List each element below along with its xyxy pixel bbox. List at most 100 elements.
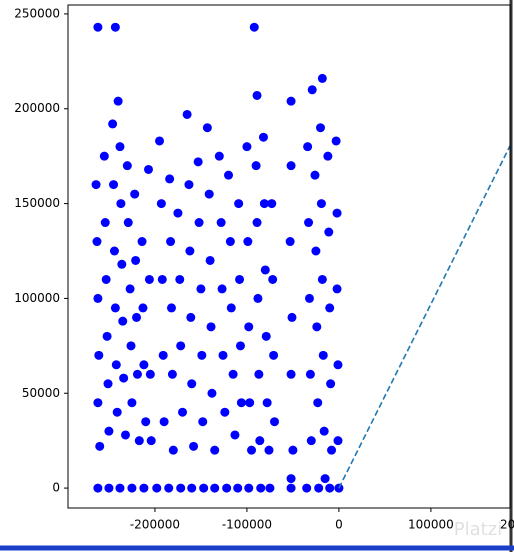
scatter-point	[220, 407, 230, 417]
scatter-point	[92, 237, 102, 247]
scatter-point	[242, 142, 252, 152]
scatter-point	[210, 445, 220, 455]
scatter-point	[233, 483, 243, 493]
scatter-point	[286, 96, 296, 106]
scatter-point	[304, 293, 314, 303]
scatter-point	[314, 483, 324, 493]
scatter-point	[143, 164, 153, 174]
scatter-point	[205, 255, 215, 265]
scatter-point	[217, 284, 227, 294]
scatter-point	[333, 360, 343, 370]
scatter-point	[139, 360, 149, 370]
scatter-point	[166, 303, 176, 313]
scatter-point	[104, 426, 114, 436]
scatter-point	[196, 284, 206, 294]
scatter-point	[111, 360, 121, 370]
scatter-point	[332, 284, 342, 294]
scatter-point	[193, 157, 203, 167]
scatter-point	[131, 255, 141, 265]
scatter-point	[186, 312, 196, 322]
scatter-point	[110, 22, 120, 32]
scatter-point	[286, 161, 296, 171]
scatter-point	[207, 388, 217, 398]
scatter-point	[245, 398, 255, 408]
scatter-point	[144, 274, 154, 284]
scatter-point	[333, 436, 343, 446]
scatter-point	[110, 303, 120, 313]
scatter-point	[316, 199, 326, 209]
scatter-point	[112, 407, 122, 417]
scatter-point	[302, 483, 312, 493]
scatter-point	[113, 96, 123, 106]
x-tick-label: -100000	[222, 518, 272, 532]
scatter-point	[226, 303, 236, 313]
scatter-point	[286, 483, 296, 493]
y-tick-label: 250000	[14, 6, 60, 20]
scatter-point	[109, 246, 119, 256]
scatter-point	[305, 369, 315, 379]
scatter-point	[138, 303, 148, 313]
scatter-point	[104, 483, 114, 493]
scatter-point	[164, 483, 174, 493]
scatter-point	[286, 369, 296, 379]
scatter-point	[251, 161, 261, 171]
scatter-point	[258, 132, 268, 142]
scatter-point	[228, 369, 238, 379]
scatter-point	[199, 483, 209, 493]
scatter-point	[116, 199, 126, 209]
scatter-point	[93, 398, 103, 408]
scatter-point	[187, 483, 197, 493]
scatter-point	[158, 350, 168, 360]
scatter-point	[102, 331, 112, 341]
scatter-point	[312, 322, 322, 332]
scatter-point	[288, 445, 298, 455]
scatter-point	[216, 218, 226, 228]
scatter-point	[100, 218, 110, 228]
scatter-point	[122, 161, 132, 171]
scatter-point	[268, 274, 278, 284]
x-tick-label: 200000	[500, 518, 514, 532]
scatter-point	[323, 151, 333, 161]
x-tick-label: -200000	[130, 518, 180, 532]
scatter-point	[218, 350, 228, 360]
scatter-point	[132, 369, 142, 379]
scatter-point	[244, 322, 254, 332]
scatter-point	[256, 483, 266, 493]
scatter-point	[126, 341, 136, 351]
y-tick-label: 0	[52, 481, 60, 495]
axes-frame	[67, 4, 511, 509]
scatter-point	[115, 483, 125, 493]
scatter-point	[317, 274, 327, 284]
scatter-point	[155, 136, 165, 146]
scatter-point	[99, 151, 109, 161]
scatter-point	[230, 430, 240, 440]
scatter-point	[327, 445, 337, 455]
scatter-point	[115, 142, 125, 152]
scatter-point	[304, 218, 314, 228]
scatter-point	[127, 398, 137, 408]
scatter-point	[267, 199, 277, 209]
scatter-point	[187, 379, 197, 389]
scatter-point	[103, 379, 113, 389]
scatter-point	[225, 237, 235, 247]
scatter-point	[198, 417, 208, 427]
scatter-point	[313, 398, 323, 408]
scatter-point	[120, 430, 130, 440]
scatter-point	[224, 170, 234, 180]
scatter-point	[182, 109, 192, 119]
scatter-point	[247, 445, 257, 455]
scatter-point	[127, 483, 137, 493]
scatter-point	[204, 189, 214, 199]
scatter-point	[123, 218, 133, 228]
scatter-point	[320, 474, 330, 484]
scatter-point	[234, 199, 244, 209]
scatter-point	[259, 199, 269, 209]
scatter-point	[236, 398, 246, 408]
y-tick-label: 200000	[14, 101, 60, 115]
scatter-point	[175, 274, 185, 284]
scatter-point	[252, 218, 262, 228]
scatter-point	[306, 436, 316, 446]
scatter-point	[197, 350, 207, 360]
y-tick-label: 150000	[14, 196, 60, 210]
